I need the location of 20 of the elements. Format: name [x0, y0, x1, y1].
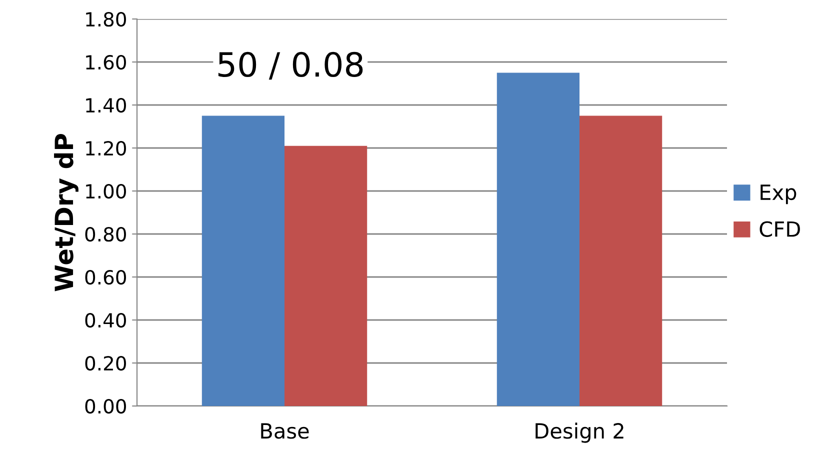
- bar: [284, 146, 368, 406]
- bar: [202, 116, 284, 406]
- y-tick-label: 1.20: [86, 140, 126, 156]
- y-tick-label: 1.00: [86, 184, 126, 199]
- y-tick-label: 0.00: [85, 398, 126, 414]
- y-tick-label: 0.20: [85, 356, 126, 371]
- y-tick-label: 1.80: [86, 12, 126, 27]
- legend-label: CFD: [760, 221, 800, 237]
- y-tick-label: 1.60: [86, 54, 126, 70]
- x-tick-label: Design 2: [536, 422, 624, 443]
- y-tick-label: 0.80: [85, 226, 126, 242]
- x-tick-label: Base: [261, 423, 309, 439]
- y-tick-label: 1.40: [86, 98, 126, 113]
- bar: [496, 72, 580, 406]
- bar: [580, 116, 662, 406]
- y-tick-label: 0.40: [85, 312, 126, 328]
- legend-label: Exp: [760, 184, 796, 204]
- y-axis-title: Wet/Dry dP: [54, 134, 78, 292]
- annotation: 50 / 0.08: [218, 52, 363, 80]
- y-tick-label: 0.60: [85, 270, 126, 285]
